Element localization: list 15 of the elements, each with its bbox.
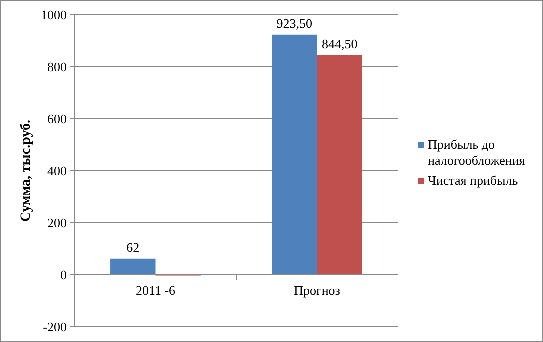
- y-tick-label: 0: [60, 268, 67, 283]
- y-tick-label: -200: [43, 320, 67, 335]
- y-tick-label: 1000: [41, 8, 67, 23]
- y-tick-label: 200: [48, 216, 67, 231]
- data-label: 62: [126, 240, 140, 255]
- x-tick-label: 2011 -6: [136, 283, 176, 298]
- legend-label: Чистая прибыль: [428, 173, 518, 188]
- y-axis-title: Сумма, тыс.руб.: [19, 120, 34, 222]
- data-label: 923,50: [276, 16, 313, 31]
- y-tick-label: 400: [48, 164, 67, 179]
- data-label: 844,50: [322, 36, 358, 52]
- y-tick-label: 600: [48, 112, 67, 127]
- y-tick-label: 800: [48, 60, 67, 75]
- x-tick-label: Прогноз: [294, 283, 340, 298]
- legend-label: Прибыль до налогообложения: [428, 137, 526, 168]
